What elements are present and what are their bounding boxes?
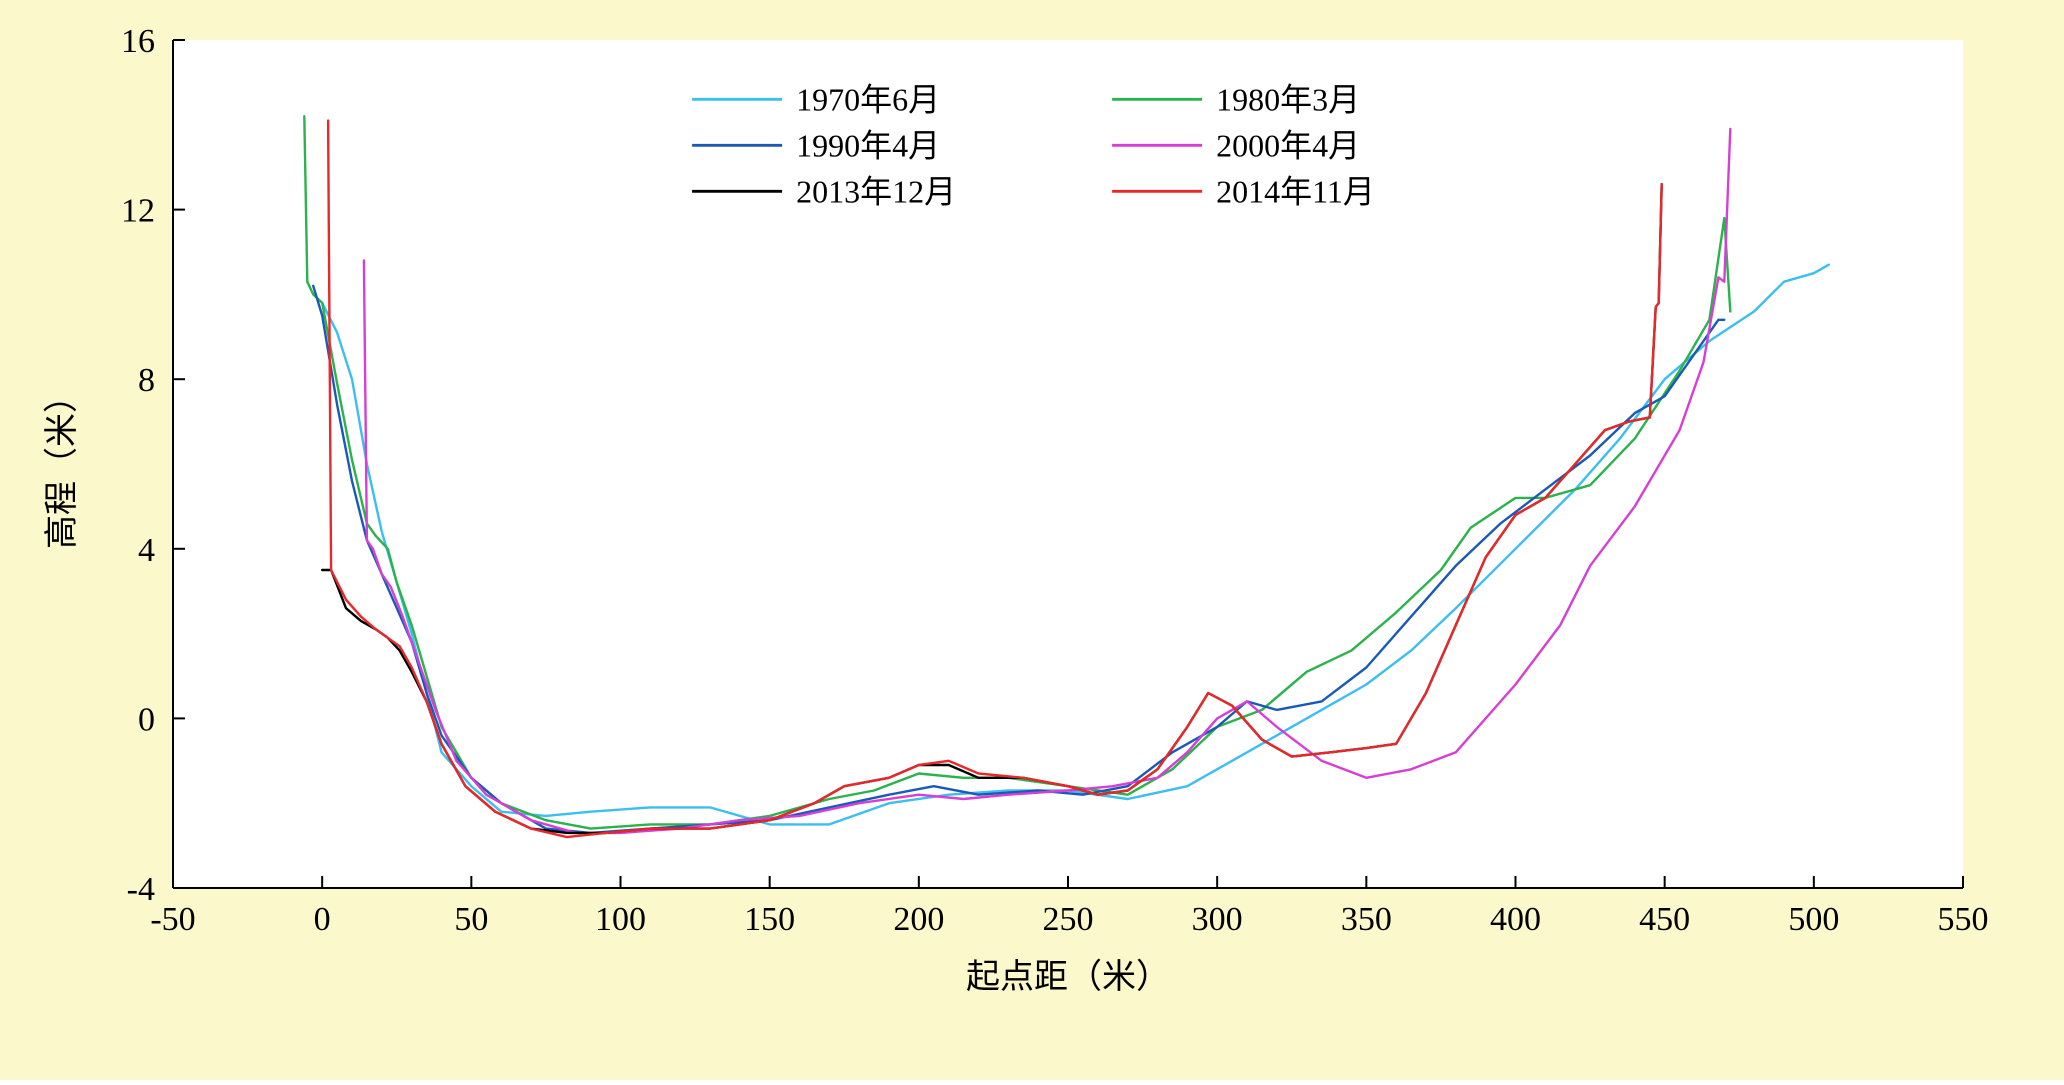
- x-tick-label: 100: [595, 901, 646, 938]
- legend-label: 2000年4月: [1216, 127, 1360, 163]
- legend-label: 1970年6月: [796, 81, 940, 117]
- legend-label: 1980年3月: [1216, 81, 1360, 117]
- x-tick-label: 400: [1490, 901, 1541, 938]
- x-tick-label: 450: [1639, 901, 1690, 938]
- x-tick-label: 0: [314, 901, 331, 938]
- x-tick-label: 350: [1341, 901, 1392, 938]
- x-tick-label: 50: [454, 901, 488, 938]
- y-tick-label: -4: [127, 871, 155, 908]
- x-tick-label: -50: [150, 901, 195, 938]
- y-tick-label: 0: [138, 701, 155, 738]
- chart-container: -50 0 50 100 150 200 250 300 350 400 450 500 550 -4 0 4…: [0, 0, 2064, 1080]
- x-tick-label: 250: [1043, 901, 1094, 938]
- legend-label: 2013年12月: [796, 173, 956, 209]
- x-tick-label: 550: [1938, 901, 1989, 938]
- line-chart: -50 0 50 100 150 200 250 300 350 400 450 500 550 -4 0 4…: [0, 0, 2064, 1080]
- legend-label: 1990年4月: [796, 127, 940, 163]
- legend-label: 2014年11月: [1216, 173, 1375, 209]
- x-tick-label: 150: [744, 901, 795, 938]
- y-tick-label: 16: [121, 23, 155, 60]
- y-tick-label: 4: [138, 532, 155, 569]
- y-tick-label: 8: [138, 362, 155, 399]
- x-axis-label: 起点距（米）: [966, 958, 1170, 996]
- x-tick-label: 300: [1192, 901, 1243, 938]
- y-tick-label: 12: [121, 193, 155, 230]
- x-tick-label: 500: [1788, 901, 1839, 938]
- x-tick-label: 200: [893, 901, 944, 938]
- y-axis-label: 高程（米）: [43, 379, 81, 549]
